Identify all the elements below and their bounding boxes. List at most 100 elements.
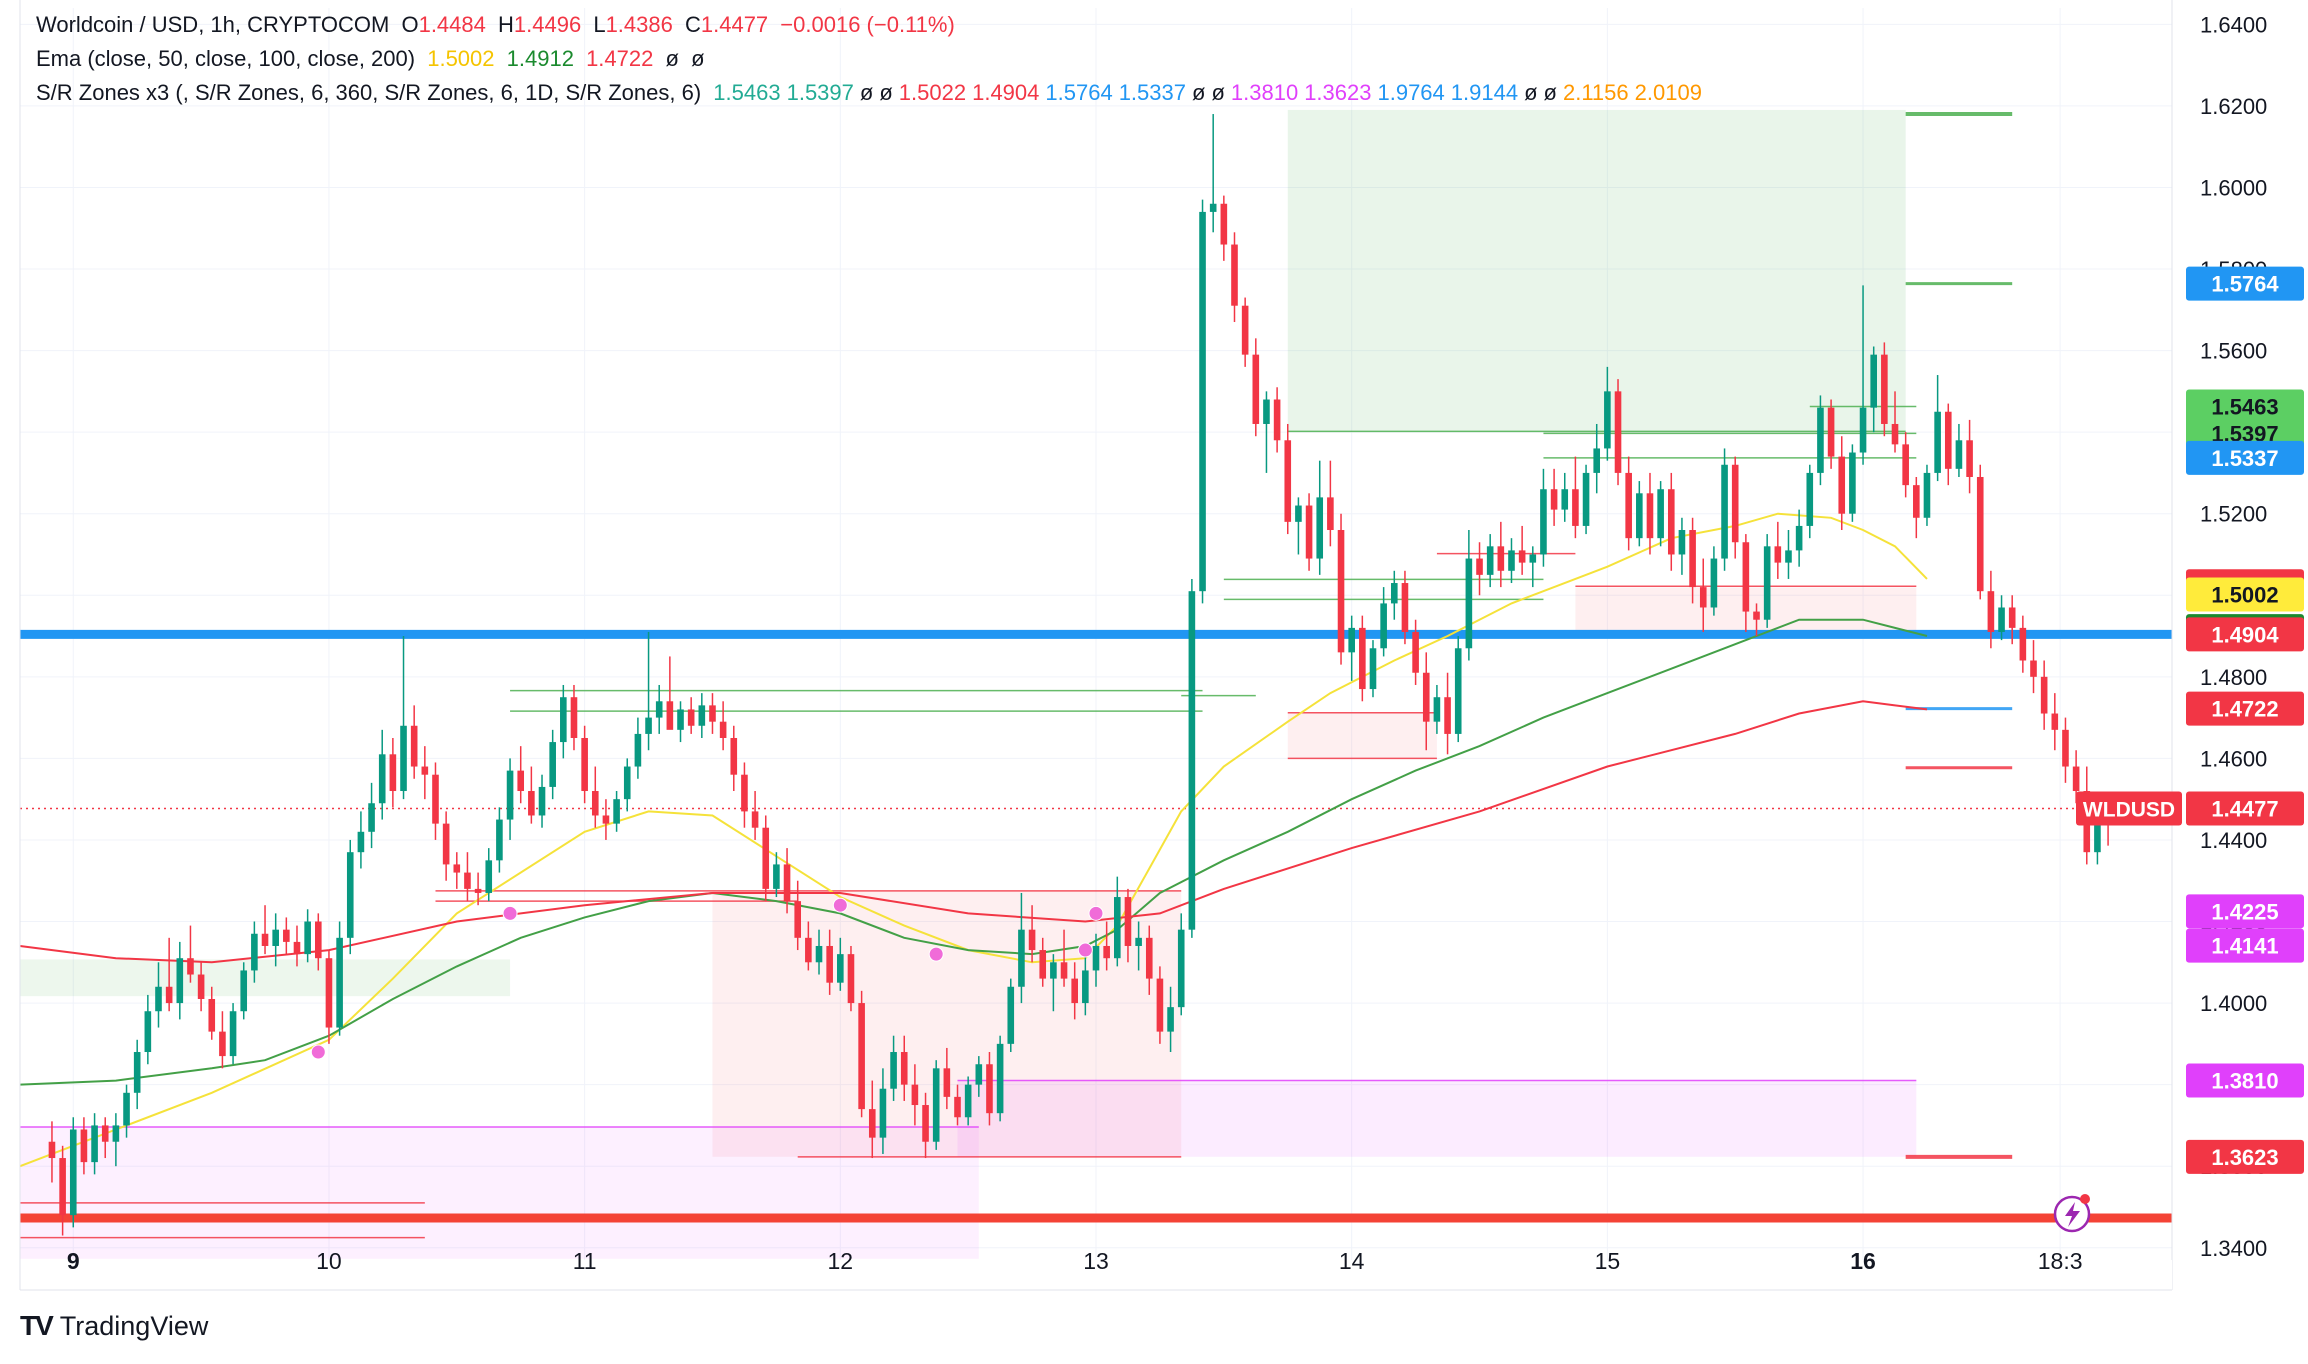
sr-value: 2.0109 [1634, 80, 1702, 105]
candle [709, 693, 716, 734]
candle [538, 774, 546, 828]
candle [879, 1068, 887, 1154]
ema-value-50: 1.5002 [427, 46, 495, 71]
candle-body [1827, 407, 1835, 457]
candle-body [996, 1043, 1004, 1114]
candle-body [1071, 978, 1078, 1004]
candle-body [879, 1088, 887, 1138]
candle [581, 725, 588, 804]
price-tag-label: 1.3623 [2211, 1145, 2278, 1170]
candle-body [1710, 558, 1718, 608]
replay-lightning-icon[interactable] [2053, 1194, 2091, 1233]
candle-body [1390, 583, 1398, 604]
tradingview-logo[interactable]: TV TradingView [20, 1310, 208, 1342]
candle-body [1454, 648, 1462, 734]
candle [2062, 717, 2069, 783]
candle [69, 1117, 77, 1228]
y-tick-label: 1.4400 [2200, 828, 2267, 853]
candle [613, 791, 620, 832]
symbol-tag-bg [2076, 791, 2182, 826]
candle-body [2030, 660, 2037, 677]
candle-body [1263, 399, 1270, 424]
candle [1604, 366, 1611, 461]
candle-body [1305, 505, 1313, 559]
candle [474, 872, 482, 906]
candle [528, 766, 535, 824]
candle-body [1774, 546, 1782, 563]
candle-body [1348, 627, 1355, 653]
candle-body [890, 1052, 897, 1089]
candle [1636, 481, 1643, 547]
candle-body [751, 811, 759, 828]
candle-body [283, 929, 290, 942]
x-tick-label: 11 [573, 1248, 597, 1274]
candle [1827, 399, 1835, 469]
candle-body [783, 864, 791, 902]
candle [1806, 464, 1814, 539]
candle-body [421, 766, 429, 775]
candle [741, 762, 748, 828]
candle [400, 636, 407, 800]
candle-body [208, 998, 216, 1032]
ema-cross-dots [310, 897, 1104, 1060]
candle [1891, 391, 1899, 453]
y-tick-label: 1.5600 [2200, 339, 2267, 364]
sr-value: 1.9764 [1377, 80, 1445, 105]
candle-body [1753, 611, 1760, 620]
candle [410, 705, 418, 779]
candle [261, 905, 269, 955]
candle [1114, 876, 1121, 967]
candle-body [1913, 485, 1920, 518]
candle-body [900, 1052, 908, 1085]
candle [1007, 978, 1015, 1053]
candle-body [69, 1129, 77, 1216]
candle [346, 839, 354, 955]
candle-body [1966, 440, 1973, 477]
candle-body [1657, 489, 1664, 539]
candle [48, 1121, 56, 1183]
candle [1593, 423, 1601, 494]
candle [1934, 375, 1941, 482]
candle [655, 684, 663, 734]
candle-body [1359, 627, 1366, 690]
candle-body [1199, 211, 1206, 592]
ema-legend[interactable]: Ema (close, 50, close, 100, close, 200) … [36, 46, 711, 72]
y-tick-label: 1.3400 [2200, 1236, 2267, 1261]
candle-body [1273, 399, 1281, 441]
price-tag-label: 1.4722 [2211, 697, 2278, 722]
candle-body [464, 872, 471, 889]
candle-body [1401, 583, 1409, 632]
candle-body [1582, 472, 1590, 526]
candle-body [2072, 766, 2080, 792]
open-label: O [401, 12, 419, 37]
ema-cross-dot [1088, 905, 1104, 921]
candle-body [91, 1125, 98, 1163]
candle [1998, 595, 2005, 641]
candle [1817, 395, 1824, 486]
candle-body [1135, 937, 1142, 946]
candle [996, 1035, 1004, 1122]
candle-body [2008, 607, 2016, 628]
sr-values: 1.5463 1.5397 ø ø 1.5022 1.4904 1.5764 1.5337 ø ø… [713, 80, 1708, 105]
candle [890, 1035, 897, 1101]
candle [591, 766, 599, 828]
candle [1881, 342, 1888, 437]
candle-body [975, 1064, 983, 1085]
symbol-price-tag[interactable]: WLDUSD [2076, 791, 2182, 826]
tradingview-brand: TradingView [59, 1310, 209, 1341]
candle-body [304, 921, 311, 955]
price-tag-bg [2186, 894, 2304, 929]
open-value: 1.4484 [418, 12, 486, 37]
key-levels [20, 629, 2172, 1223]
candle [932, 1060, 940, 1150]
x-tick-label: 15 [1595, 1248, 1621, 1274]
candle [1465, 530, 1473, 661]
candle-body [1785, 550, 1792, 563]
sr-zones-legend[interactable]: S/R Zones x3 (, S/R Zones, 6, 360, S/R Z… [36, 80, 1714, 106]
candle-body [1476, 558, 1483, 575]
candle [1774, 521, 1782, 579]
candle-body [1295, 505, 1302, 522]
candle [1167, 986, 1174, 1053]
